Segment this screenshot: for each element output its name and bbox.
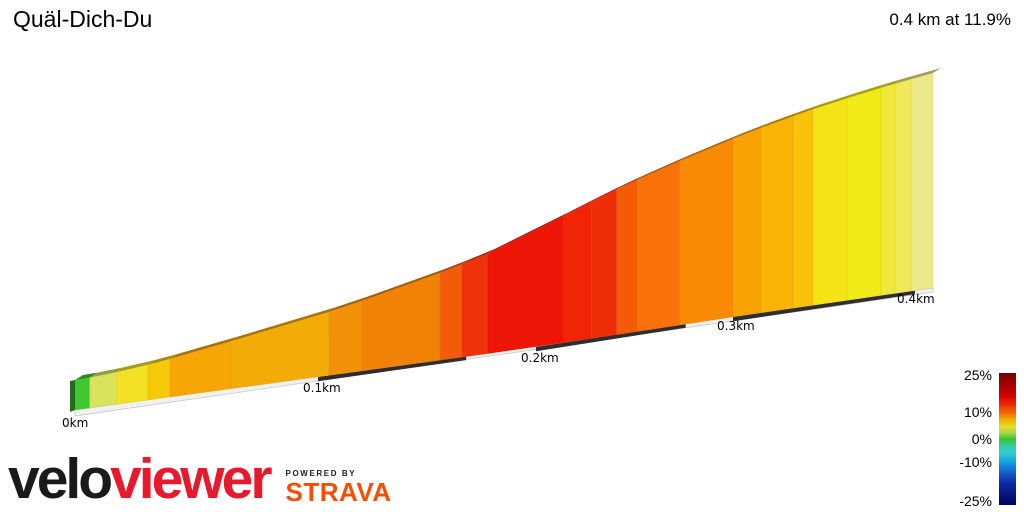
profile-top-ribbon [75,372,98,380]
profile-top-ribbon [230,306,337,342]
profile-slice [361,272,441,372]
profile-top-ribbon [636,155,688,180]
powered-by-label: POWERED BY [285,469,357,478]
profile-top-ribbon [881,78,903,88]
profile-top-ribbon [679,133,741,161]
distance-tick-label: 0.4km [897,292,935,306]
profile-slice [880,83,896,296]
profile-slice [487,215,564,354]
profile-top-ribbon [116,359,156,373]
profile-slice [636,160,681,333]
profile-top-ribbon [895,74,919,84]
profile-top-ribbon [733,122,769,139]
baseline-dark-segment [318,356,467,382]
baseline-dark-segment [536,324,686,352]
profile-slice [616,179,637,336]
profile-slice [74,377,90,411]
profile-slice [732,127,762,318]
profile-slice [563,201,592,344]
profile-slice [894,78,912,294]
profile-slice [328,300,362,376]
profile-top-ribbon [813,93,855,110]
profile-top-ribbon [328,295,370,312]
profile-top-ribbon [793,104,821,117]
profile-top-ribbon [616,175,645,190]
profile-slice [812,97,848,306]
profile-top-ribbon [761,111,801,128]
profile-top-ribbon [847,82,889,99]
profile-top-ribbon [911,68,941,80]
branding: veloviewer POWERED BY STRAVA [8,444,392,508]
profile-slice [760,115,794,314]
profile-top-ribbon [169,336,239,359]
distance-tick-label: 0.2km [521,351,559,365]
baseline-dark-segment [733,290,915,322]
profile-slice [679,138,734,326]
profile-top-ribbon [440,259,470,273]
veloviewer-logo[interactable]: veloviewer [8,447,273,511]
profile-top-ribbon [488,210,572,254]
page-title: Quäl-Dich-Du [13,6,153,32]
profile-slice [461,252,489,358]
distance-tick-label: 0.1km [303,381,341,395]
distance-tick-label: 0km [62,416,89,430]
profile-top-ribbon [361,267,449,301]
profile-slice [846,87,882,301]
profile-slice [147,358,171,401]
distance-tick-label: 0.3km [717,319,755,333]
profile-top-ribbon [89,367,125,378]
profile-slice [792,108,814,309]
profile-top-ribbon [563,196,600,216]
strava-logo: STRAVA [285,477,392,507]
profile-left-cap [70,380,75,412]
profile-slice [439,263,463,361]
profile-top-ribbon [591,184,625,202]
profile-slice [230,311,330,390]
veloviewer-logo-velo: velo [8,447,113,511]
powered-by-strava[interactable]: POWERED BY STRAVA [286,469,392,508]
profile-top-ribbon [461,248,496,265]
veloviewer-logo-viewer: viewer [110,447,272,511]
profile-slice [89,371,117,409]
profile-slice [910,72,934,292]
climb-summary: 0.4 km at 11.9% [889,10,1011,29]
profile-top-ribbon [147,353,178,365]
profile-slice [590,188,618,339]
